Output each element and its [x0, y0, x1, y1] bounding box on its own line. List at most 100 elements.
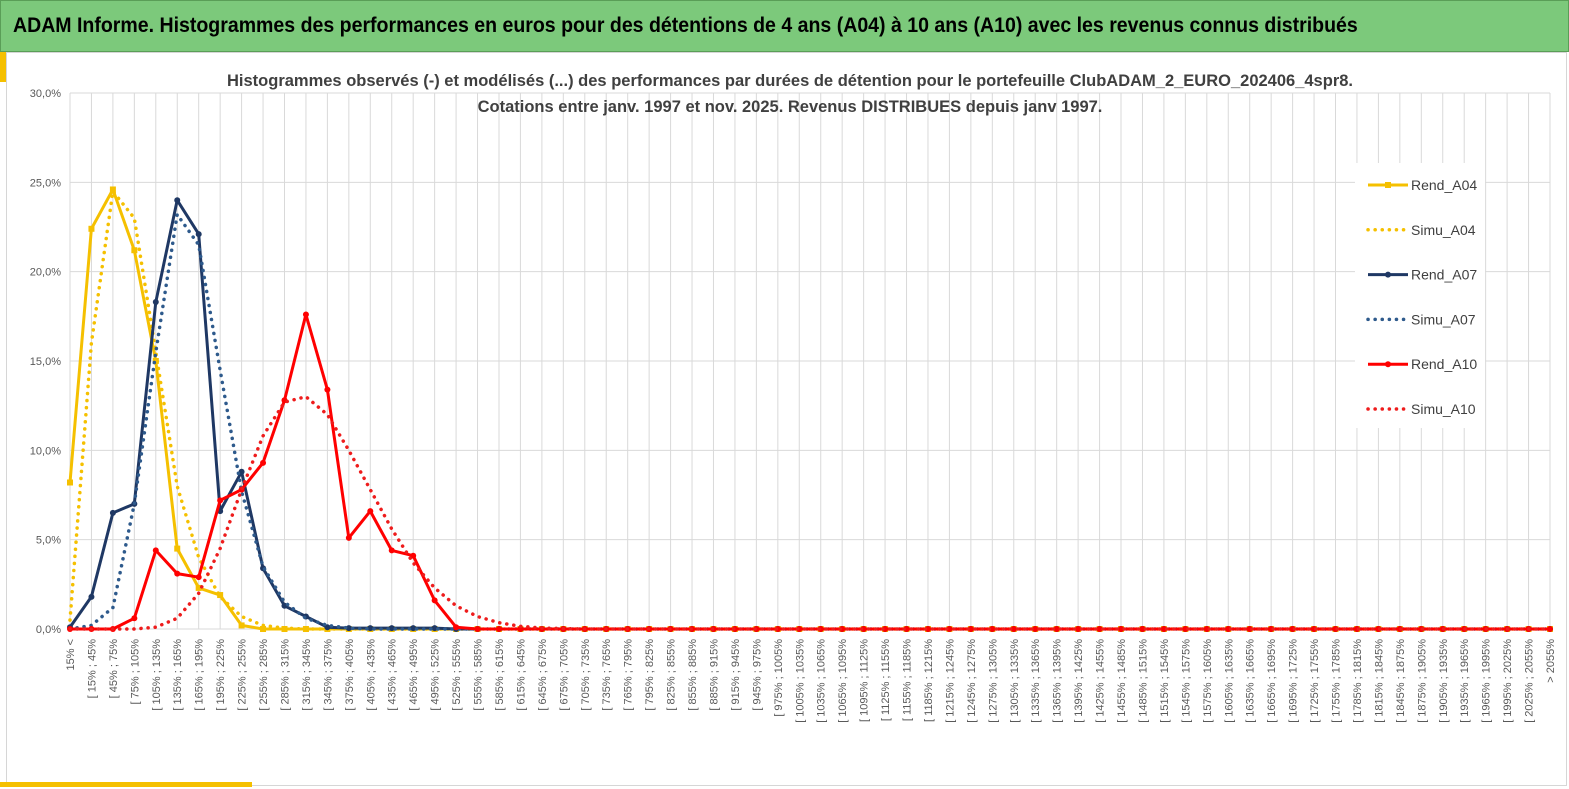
x-tick-label: [ 1725% ; 1755%: [1309, 639, 1321, 723]
x-tick-label: [ 105% ; 135%: [151, 639, 163, 711]
data-point-rend-a10: [946, 626, 953, 632]
legend-label-rend-a04: Rend_A04: [1411, 177, 1477, 193]
chart-title: Histogrammes observés (-) et modélisés (…: [227, 72, 1353, 116]
data-point-rend-a10: [495, 626, 502, 632]
data-point-rend-a04: [174, 545, 181, 552]
x-tick-label: > 2055%: [1545, 639, 1557, 683]
x-tick-label: [ 1905% ; 1935%: [1438, 639, 1450, 723]
x-tick-label: [ 75% ; 105%: [129, 639, 141, 705]
series-line-rend-a07: [68, 198, 1550, 631]
y-tick-label: 30,0%: [30, 88, 61, 100]
legend-background: [1355, 163, 1485, 428]
data-point-rend-a04: [195, 584, 202, 591]
data-point-rend-a07: [152, 299, 159, 306]
x-tick-label: [ 1455% ; 1485%: [1116, 639, 1128, 723]
x-tick-label: [ 1395% ; 1425%: [1073, 639, 1085, 723]
x-tick-label: [ 645% ; 675%: [537, 639, 549, 711]
y-tick-label: 25,0%: [30, 177, 61, 189]
x-tick-label: [ 825% ; 855%: [666, 639, 678, 711]
data-point-rend-a10: [1547, 626, 1553, 632]
series-line-rend-a04: [68, 188, 1550, 631]
x-tick-label: [ 45% ; 75%: [108, 639, 120, 699]
y-axis: 0,0% 5,0% 10,0% 15,0% 20,0% 25,0% 30,0%: [30, 88, 61, 636]
gridlines: [69, 92, 1551, 630]
data-point-rend-a10: [474, 626, 481, 632]
x-tick-label: [ 225% ; 255%: [237, 639, 249, 711]
x-tick-label: [ 1365% ; 1395%: [1052, 639, 1064, 723]
x-tick-label: [ 1125% ; 1155%: [880, 639, 892, 721]
x-tick-label: [ 915% ; 945%: [730, 639, 742, 711]
data-point-rend-a07: [431, 625, 438, 632]
x-tick-label: [ 1605% ; 1635%: [1223, 639, 1235, 723]
x-tick-label: [ 1815% ; 1845%: [1373, 639, 1385, 723]
x-tick-label: [ 1185% ; 1215%: [923, 639, 935, 722]
series-line-simu-a04: [68, 189, 1552, 631]
x-tick-label: [ 1965% ; 1995%: [1481, 639, 1493, 723]
data-point-rend-a04: [109, 186, 116, 193]
legend-marker-rend-a10: [1385, 361, 1391, 368]
x-tick-label: [ 1215% ; 1245%: [944, 639, 956, 723]
series-group: [67, 186, 1553, 632]
data-point-rend-a10: [345, 534, 352, 541]
legend-label-simu-a10: Simu_A10: [1411, 401, 1476, 417]
x-tick-label: [ 195% ; 225%: [215, 639, 227, 711]
x-tick-label: [ 1545% ; 1575%: [1180, 639, 1192, 723]
x-tick-label: [ 855% ; 885%: [687, 639, 699, 711]
x-tick-label: [ 1515% ; 1545%: [1159, 639, 1171, 723]
x-tick-label: [ 1635% ; 1665%: [1245, 639, 1257, 723]
x-tick-label: [ 975% ; 1005%: [773, 639, 785, 717]
x-tick-label: [ 585% ; 615%: [494, 639, 506, 711]
data-point-rend-a10: [924, 626, 931, 632]
data-point-rend-a10: [989, 626, 996, 632]
x-tick-label: [ 1485% ; 1515%: [1137, 639, 1149, 723]
x-tick-label: [ 1845% ; 1875%: [1395, 639, 1407, 723]
x-tick-label: [ 1245% ; 1275%: [966, 639, 978, 723]
data-point-rend-a04: [260, 626, 267, 632]
x-tick-label: [ 1935% ; 1965%: [1459, 639, 1471, 723]
x-tick-label: [ 615% ; 645%: [515, 639, 527, 711]
legend-label-simu-a04: Simu_A04: [1411, 222, 1476, 238]
data-point-rend-a04: [88, 225, 95, 232]
report-banner: ADAM Informe. Histogrammes des performan…: [0, 0, 1569, 52]
x-tick-label: [ 945% ; 975%: [751, 639, 763, 711]
x-tick-label: [ 345% ; 375%: [322, 639, 334, 711]
data-point-rend-a04: [217, 592, 224, 599]
data-point-rend-a10: [152, 547, 159, 554]
series-line-simu-a10: [68, 394, 1552, 631]
data-point-rend-a10: [453, 624, 460, 631]
y-tick-label: 0,0%: [36, 624, 61, 636]
x-tick-label: [ 1335% ; 1365%: [1030, 639, 1042, 723]
y-tick-label: 15,0%: [30, 356, 61, 368]
data-point-rend-a10: [1118, 626, 1125, 632]
x-tick-label: [ 765% ; 795%: [623, 639, 635, 711]
series-line-rend-a10: [70, 313, 1550, 631]
legend-label-rend-a07: Rend_A07: [1411, 267, 1477, 283]
data-point-rend-a10: [217, 497, 224, 504]
x-tick-label: [ 1065% ; 1095%: [837, 639, 849, 723]
accent-bar-top: [0, 52, 6, 82]
x-tick-label: [ 1005% ; 1035%: [794, 639, 806, 723]
x-tick-label: 15% <: [65, 639, 77, 671]
x-tick-label: [ 1785% ; 1815%: [1352, 639, 1364, 723]
x-tick-label: [ 375% ; 405%: [344, 639, 356, 711]
x-tick-label: [ 165% ; 195%: [194, 639, 206, 711]
x-tick-label: [ 1425% ; 1455%: [1095, 639, 1107, 723]
data-point-rend-a10: [367, 508, 374, 515]
data-point-rend-a10: [1160, 626, 1167, 632]
data-point-rend-a10: [174, 570, 181, 577]
data-point-rend-a10: [324, 386, 331, 393]
data-point-rend-a07: [345, 625, 352, 632]
x-axis: 15% < [ 15% ; 45% [ 45% ; 75% [ 75% ; 105% […: [65, 639, 1557, 723]
x-tick-label: [ 285% ; 315%: [279, 639, 291, 711]
x-tick-label: [ 435% ; 465%: [387, 639, 399, 711]
data-point-rend-a10: [388, 547, 395, 554]
chart-title-line: Cotations entre janv. 1997 et nov. 2025.…: [478, 98, 1103, 116]
data-point-rend-a07: [388, 625, 395, 632]
x-tick-label: [ 1095% ; 1125%: [859, 639, 871, 722]
x-tick-label: [ 705% ; 735%: [580, 639, 592, 711]
data-point-rend-a07: [410, 625, 417, 632]
y-tick-label: 20,0%: [30, 267, 61, 279]
data-point-rend-a10: [260, 459, 267, 466]
legend: Rend_A04 Simu_A04 Rend_A07 Simu_A07 Rend_A10…: [1355, 163, 1485, 428]
x-tick-label: [ 1665% ; 1695%: [1266, 639, 1278, 723]
